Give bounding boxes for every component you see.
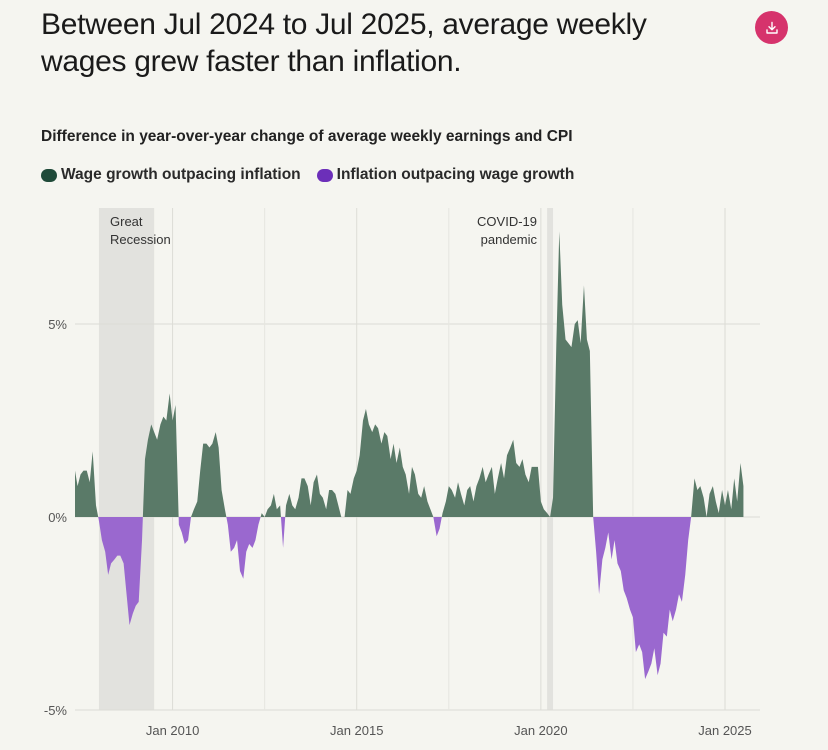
x-tick-label: Jan 2025 xyxy=(698,723,752,738)
download-icon xyxy=(765,21,778,34)
chart-subtitle: Difference in year-over-year change of a… xyxy=(41,128,573,145)
annotation-line1: Great xyxy=(110,214,143,229)
y-tick-label: 0% xyxy=(48,510,67,525)
download-button[interactable] xyxy=(755,11,788,44)
legend-label-wage: Wage growth outpacing inflation xyxy=(61,166,301,183)
annotation-line2: Recession xyxy=(110,232,171,247)
annotation-line2: pandemic xyxy=(481,232,538,247)
area-wage-outpacing xyxy=(75,231,744,518)
legend-label-inflation: Inflation outpacing wage growth xyxy=(336,166,575,183)
chart-legend: Wage growth outpacing inflation Inflatio… xyxy=(41,166,590,184)
legend-item-wage: Wage growth outpacing inflation xyxy=(41,166,301,184)
y-tick-label: 5% xyxy=(48,317,67,332)
page-title: Between Jul 2024 to Jul 2025, average we… xyxy=(41,8,647,78)
legend-item-inflation: Inflation outpacing wage growth xyxy=(316,166,575,184)
x-tick-label: Jan 2020 xyxy=(514,723,568,738)
x-tick-label: Jan 2015 xyxy=(330,723,384,738)
x-tick-label: Jan 2010 xyxy=(146,723,200,738)
annotation-line1: COVID-19 xyxy=(477,214,537,229)
legend-swatch-wage xyxy=(41,168,57,182)
legend-swatch-inflation xyxy=(316,168,333,182)
area-inflation-outpacing xyxy=(75,517,744,680)
shaded-period-1 xyxy=(547,208,554,710)
shaded-period-0 xyxy=(98,208,155,710)
y-tick-label: -5% xyxy=(44,703,68,718)
